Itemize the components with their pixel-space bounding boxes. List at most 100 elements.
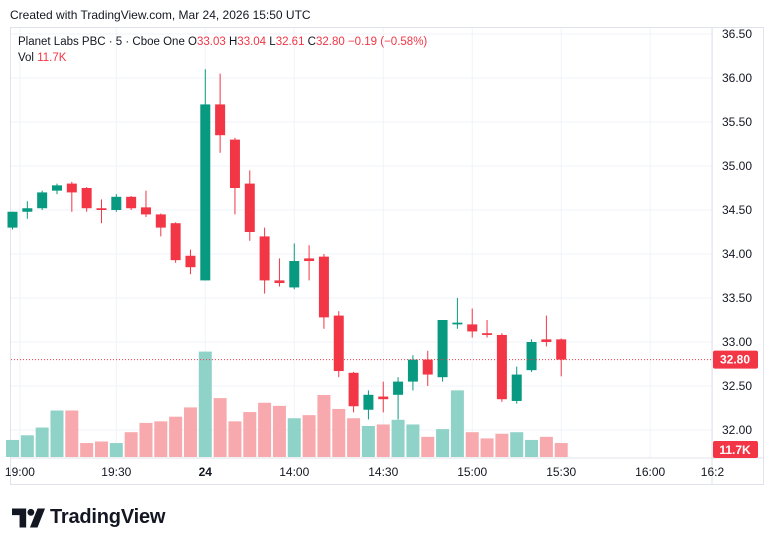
last-price-badge-text: 32.80 (720, 353, 750, 367)
volume-bar (361, 426, 375, 457)
change-value: −0.19 (−0.58%) (347, 36, 428, 48)
candle-body[interactable] (437, 320, 448, 378)
volume-bar (406, 424, 420, 457)
candle-body[interactable] (96, 208, 107, 210)
candle-body[interactable] (215, 104, 226, 136)
price-chart[interactable]: 36.50 36.00 35.50 35.00 34.50 34.00 33.50 33.00… (0, 0, 776, 490)
candle-body[interactable] (333, 315, 344, 372)
volume-bar (391, 419, 405, 457)
volume-bar (554, 443, 568, 457)
candle-body[interactable] (467, 324, 478, 332)
volume-value: 11.7K (37, 52, 67, 64)
price-tick-label: 32.00 (722, 423, 752, 437)
volume-bar (465, 432, 479, 457)
chart-attribution: Created with TradingView.com, Mar 24, 20… (10, 8, 311, 22)
time-tick-label: 15:00 (457, 465, 487, 479)
volume-bar (510, 432, 524, 457)
candle-body[interactable] (318, 256, 329, 318)
ohlc-legend: Planet Labs PBC · 5 · Cboe One O33.03 H 3… (18, 36, 427, 48)
last-volume-badge-text: 11.7K (719, 443, 751, 457)
candle-body[interactable] (407, 359, 418, 382)
volume-bar (317, 395, 331, 457)
tradingview-brand: TradingView (50, 506, 166, 528)
volume-bar (539, 436, 553, 457)
candle-body[interactable] (37, 192, 48, 209)
candle-body[interactable] (348, 372, 359, 407)
candle-body[interactable] (229, 139, 240, 188)
time-tick-label: 19:30 (101, 465, 131, 479)
price-tick-label: 36.00 (722, 71, 752, 85)
candle-body[interactable] (482, 333, 493, 335)
candle-body[interactable] (185, 255, 196, 268)
symbol-label: Planet Labs PBC · 5 · Cboe One (18, 36, 185, 48)
time-tick-label: 15:30 (546, 465, 576, 479)
volume-legend: Vol 11.7K (18, 52, 66, 64)
close-value: 32.80 (315, 36, 345, 48)
volume-bar (6, 439, 19, 457)
candle-body[interactable] (66, 183, 77, 193)
volume-bar (450, 390, 464, 457)
volume-bar (213, 398, 227, 457)
volume-bar (376, 424, 390, 457)
candle-body[interactable] (244, 183, 255, 232)
candle-body[interactable] (304, 258, 315, 262)
candle-body[interactable] (200, 104, 211, 281)
volume-bar (347, 418, 361, 457)
open-value: 33.03 (197, 36, 226, 48)
candle-body[interactable] (541, 339, 552, 342)
volume-bar (436, 429, 450, 457)
volume-bar (480, 438, 494, 457)
time-tick-label: 14:30 (368, 465, 398, 479)
candle-body[interactable] (556, 339, 567, 360)
price-tick-label: 35.50 (722, 115, 752, 129)
candle-body[interactable] (22, 208, 33, 212)
chart-frame (10, 27, 764, 485)
open-label: O (188, 36, 197, 48)
tradingview-logo[interactable]: TradingView (12, 506, 165, 529)
time-tick-label: 14:00 (279, 465, 309, 479)
candle-body[interactable] (378, 396, 389, 400)
volume-bar (525, 439, 539, 457)
candle-body[interactable] (81, 188, 92, 209)
candle-body[interactable] (111, 196, 122, 210)
high-label: H (228, 36, 238, 48)
price-tick-label: 34.00 (722, 247, 752, 261)
low-value: 32.61 (275, 36, 305, 48)
price-tick-label: 36.50 (722, 27, 752, 41)
candle-body[interactable] (170, 223, 181, 261)
volume-bar (139, 422, 153, 457)
volume-bar (302, 415, 316, 457)
price-tick-label: 32.50 (722, 379, 752, 393)
volume-bar (287, 418, 301, 457)
candle-body[interactable] (274, 280, 285, 284)
volume-bar (154, 421, 168, 457)
candle-body[interactable] (393, 381, 404, 395)
candle-body[interactable] (289, 261, 300, 288)
price-tick-label: 33.50 (722, 291, 752, 305)
candle-body[interactable] (511, 374, 522, 401)
volume-bar (258, 402, 272, 457)
candle-body[interactable] (422, 359, 433, 375)
candle-body[interactable] (452, 322, 463, 325)
volume-bar (94, 441, 108, 457)
time-tick-label: 24 (199, 465, 213, 479)
time-tick-label: 16:00 (635, 465, 665, 479)
time-tick-label: 16:2 (701, 465, 725, 479)
candle-body[interactable] (155, 214, 166, 228)
candle-body[interactable] (126, 196, 137, 209)
volume-bar (421, 436, 435, 457)
last-volume-badge (713, 441, 758, 458)
volume-bar (228, 421, 242, 457)
candle-body[interactable] (526, 342, 537, 371)
candle-body[interactable] (496, 334, 507, 400)
price-tick-label: 35.00 (722, 159, 752, 173)
volume-bar (183, 407, 197, 457)
volume-bar (124, 432, 138, 457)
candle-body[interactable] (140, 207, 151, 215)
candle-body[interactable] (259, 236, 270, 281)
candle-body[interactable] (51, 185, 62, 191)
candle-body[interactable] (363, 394, 374, 410)
volume-bar (65, 410, 79, 457)
candle-body[interactable] (7, 211, 18, 228)
volume-bar (109, 443, 123, 457)
